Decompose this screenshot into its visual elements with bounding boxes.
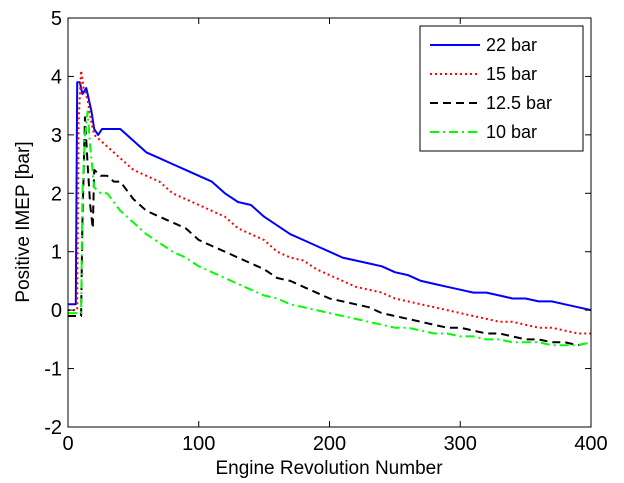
legend-box (419, 25, 584, 152)
x-tick-label: 100 (182, 433, 215, 455)
y-tick-label: 1 (51, 242, 62, 264)
legend: 22 bar 15 bar 12.5 bar 10 bar (419, 25, 584, 152)
x-tick-label: 300 (444, 433, 477, 455)
y-tick-label: 0 (51, 300, 62, 322)
legend-label: 10 bar (486, 122, 537, 142)
x-tick-label: 0 (62, 433, 73, 455)
x-tick-label: 200 (313, 433, 346, 455)
series-line (68, 116, 592, 347)
x-axis-label: Engine Revolution Number (215, 458, 443, 479)
legend-label: 12.5 bar (486, 93, 552, 113)
legend-label: 15 bar (486, 64, 537, 84)
y-tick-label: -2 (44, 417, 62, 439)
legend-label: 22 bar (486, 35, 537, 55)
series-layer (68, 69, 592, 347)
y-tick-label: -1 (44, 359, 62, 381)
y-tick-label: 2 (51, 183, 62, 205)
series-line (68, 81, 592, 312)
y-axis-label: Positive IMEP [bar] (13, 141, 34, 302)
series-line (68, 69, 591, 335)
series-line (68, 110, 592, 347)
x-tick-label: 400 (574, 433, 607, 455)
ticks-layer: 0 100 200 300 400 -2 -1 0 1 2 3 4 5 (44, 8, 607, 455)
y-tick-label: 4 (51, 66, 62, 88)
y-tick-label: 3 (51, 125, 62, 147)
y-tick-label: 5 (51, 8, 62, 30)
